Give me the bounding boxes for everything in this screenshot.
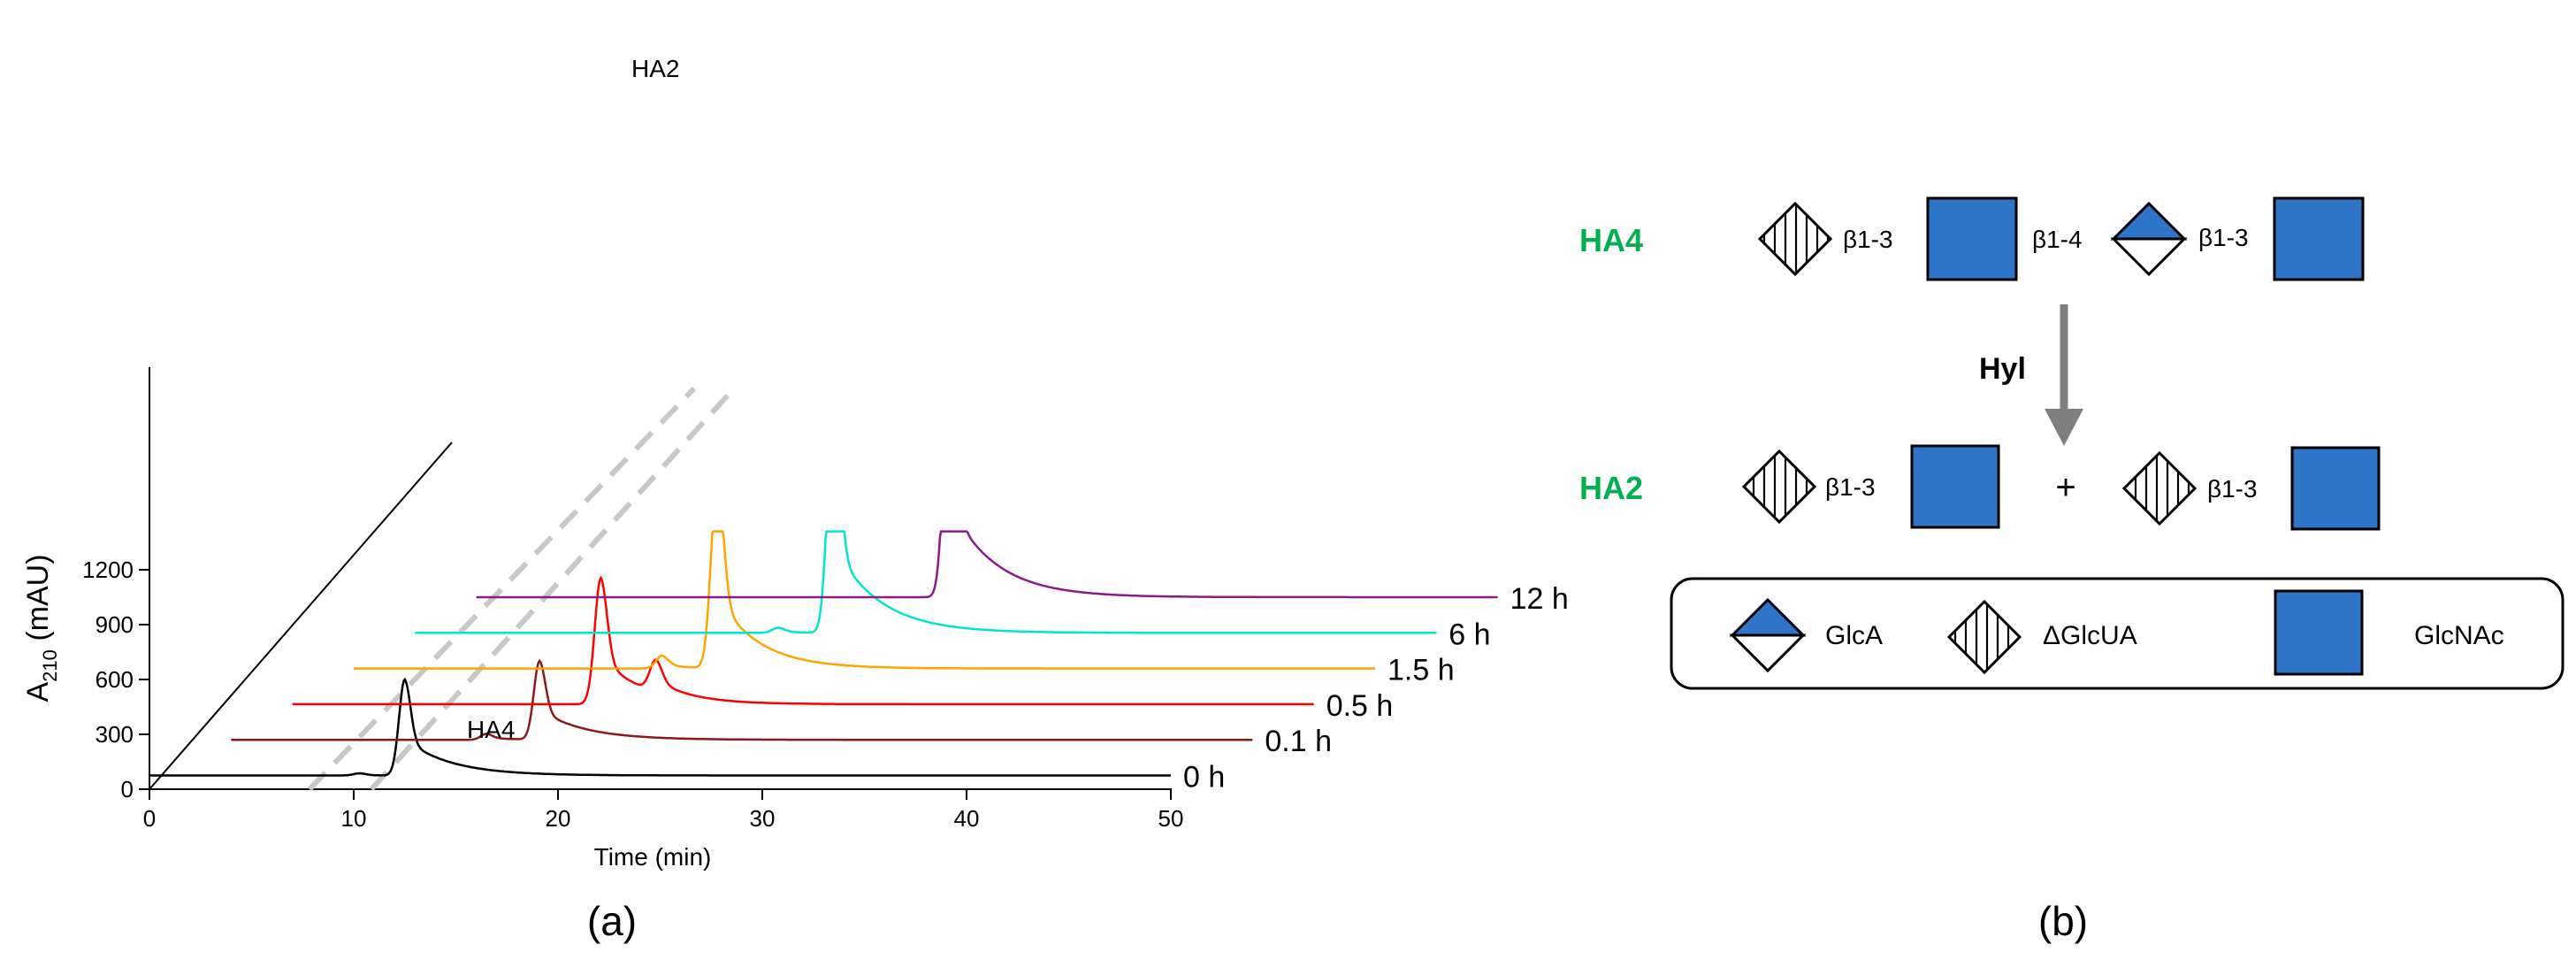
x-axis-title: Time (min) xyxy=(594,843,712,871)
x-tick-label: 30 xyxy=(750,805,776,832)
ha4-link-2: β1-4 xyxy=(2032,226,2083,253)
glcnac-icon xyxy=(1910,444,2000,529)
ha2-link-1: β1-3 xyxy=(1825,473,1876,501)
chart-axes xyxy=(149,367,1172,790)
y-axis-title: A210 (mAU) xyxy=(21,554,61,702)
plus-sign: + xyxy=(2055,468,2075,507)
series-label: 6 h xyxy=(1449,618,1490,651)
y-tick-label: 0 xyxy=(121,776,134,802)
ha-cleavage-scheme: HA4 β1-3 β1-4 β1-3 Hyl HA2 β1-3 + β1-3 xyxy=(1579,196,2565,944)
x-tick-label: 10 xyxy=(341,805,367,832)
y-tick-label: 1200 xyxy=(82,557,134,583)
series-label: 0.5 h xyxy=(1326,689,1394,723)
legend-dglcua-label: ΔGlcUA xyxy=(2043,621,2137,650)
panel-label-b: (b) xyxy=(2038,898,2088,944)
chromatogram-chart: 0 300 600 900 1200 0 10 20 30 40 50 0 h 0.1 h0.5 h… xyxy=(21,55,1569,944)
ha4-link-3: β1-3 xyxy=(2198,224,2249,251)
glcnac-icon xyxy=(1926,196,2018,281)
x-tick-label: 20 xyxy=(546,805,571,832)
series-label-group: 0 h 0.1 h0.5 h1.5 h6 h 12 h xyxy=(1183,582,1569,795)
ha2-link-2: β1-3 xyxy=(2207,475,2258,503)
trace-6h xyxy=(415,530,1437,634)
reaction-arrow xyxy=(2045,304,2083,446)
glca-icon xyxy=(1729,597,1807,673)
dglcua-icon xyxy=(1946,599,2022,675)
dglcua-icon xyxy=(2121,450,2198,526)
ha2-name: HA2 xyxy=(1579,470,1643,506)
panel-label-a: (a) xyxy=(587,898,637,944)
series-label: 12 h xyxy=(1510,582,1569,616)
glca-icon xyxy=(2110,201,2188,277)
x-tick-label: 50 xyxy=(1158,805,1184,832)
dglcua-icon xyxy=(1741,449,1817,525)
legend-glca-label: GlcA xyxy=(1825,621,1883,650)
legend-glcnac-label: GlcNAc xyxy=(2414,621,2504,650)
dashed-guide-lines xyxy=(307,386,737,792)
series-label: 1.5 h xyxy=(1387,654,1455,687)
trace-12h xyxy=(476,530,1498,599)
x-tick-label: 40 xyxy=(954,805,980,832)
series-label: 0 h xyxy=(1183,760,1225,794)
y-tick-label: 900 xyxy=(96,611,134,638)
trace-0p5h xyxy=(292,575,1314,706)
glcnac-icon xyxy=(2273,196,2365,281)
symbol-legend: GlcA ΔGlcUA GlcNAc xyxy=(1670,577,2565,690)
dglcua-icon xyxy=(1757,201,1833,277)
x-tick-label: 0 xyxy=(143,805,156,832)
trace-0h xyxy=(149,677,1171,777)
trace-group xyxy=(149,530,1498,777)
y-tick-group: 0 300 600 900 1200 xyxy=(82,557,149,802)
ha4-name: HA4 xyxy=(1579,222,1643,258)
perspective-axis-line xyxy=(149,441,453,790)
annotation-ha2: HA2 xyxy=(631,55,679,82)
x-tick-group: 0 10 20 30 40 50 xyxy=(143,789,1184,832)
glcnac-icon xyxy=(2290,446,2381,531)
glcnac-icon xyxy=(2274,589,2364,676)
enzyme-label: Hyl xyxy=(1979,352,2026,386)
ha4-link-1: β1-3 xyxy=(1843,226,1893,253)
y-tick-label: 600 xyxy=(96,666,134,693)
guide-line-ha4 xyxy=(307,386,697,792)
y-tick-label: 300 xyxy=(96,721,134,748)
trace-1p5h xyxy=(354,530,1375,670)
series-label: 0.1 h xyxy=(1265,725,1332,758)
guide-line-ha2 xyxy=(369,386,737,792)
trace-0p1h xyxy=(231,658,1253,741)
annotation-ha4: HA4 xyxy=(467,716,515,743)
